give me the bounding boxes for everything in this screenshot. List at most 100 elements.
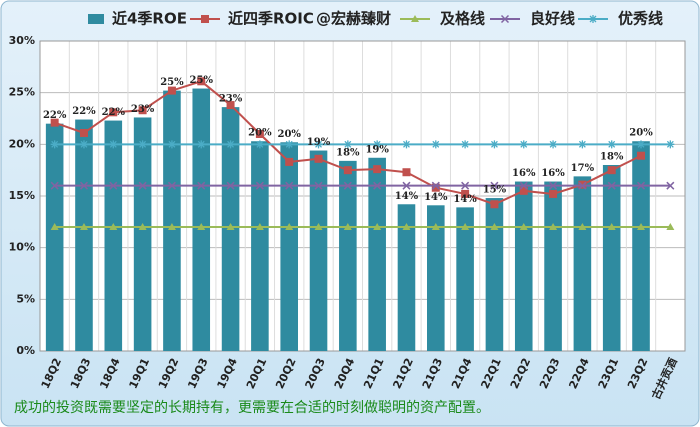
value-label: 20% <box>248 128 272 139</box>
value-label: 16% <box>512 168 536 179</box>
point-marker <box>255 181 264 190</box>
legend-marker <box>589 15 597 23</box>
value-label: 18% <box>336 147 360 158</box>
value-label: 18% <box>600 152 624 163</box>
bar <box>485 198 504 351</box>
point-marker <box>255 130 264 138</box>
point-marker <box>402 140 411 149</box>
point-marker <box>666 181 675 190</box>
bar <box>544 181 562 351</box>
value-label: 14% <box>424 192 448 203</box>
value-label: 22% <box>43 110 67 121</box>
point-marker <box>109 181 118 190</box>
y-tick-label: 15% <box>9 189 35 202</box>
point-marker <box>461 181 470 190</box>
point-marker <box>109 108 118 117</box>
point-marker <box>549 223 558 230</box>
point-marker <box>490 223 499 230</box>
point-marker <box>461 223 470 230</box>
watermark: @宏赫臻财 <box>316 10 391 28</box>
value-label: 25% <box>160 77 184 88</box>
plot-border <box>39 40 686 352</box>
point-marker <box>373 140 382 149</box>
point-marker <box>549 140 558 149</box>
point-marker <box>607 181 616 190</box>
point-marker <box>79 128 88 137</box>
point-marker <box>343 181 352 190</box>
value-label: 20% <box>629 128 653 139</box>
point-marker <box>461 140 470 149</box>
point-marker <box>578 140 587 149</box>
point-marker <box>461 189 470 198</box>
point-marker <box>197 223 206 230</box>
point-marker <box>50 181 59 190</box>
point-marker <box>314 181 323 190</box>
y-tick-label: 30% <box>9 34 35 47</box>
point-marker <box>373 181 382 190</box>
point-marker <box>167 223 176 230</box>
point-marker <box>666 223 675 230</box>
y-tick-label: 25% <box>9 86 35 99</box>
point-marker <box>138 223 147 230</box>
bar <box>75 119 93 352</box>
bar <box>251 141 269 351</box>
value-label: 16% <box>541 168 565 179</box>
point-marker <box>79 181 89 190</box>
legend-label: 近4季ROE <box>112 10 187 28</box>
point-marker <box>490 181 499 190</box>
y-tick-label: 5% <box>16 292 35 305</box>
point-marker <box>138 140 147 149</box>
point-marker <box>373 165 382 174</box>
legend-label: 优秀线 <box>618 10 663 28</box>
point-marker <box>167 140 176 149</box>
bar <box>573 176 592 351</box>
point-marker <box>343 140 352 149</box>
legend-marker <box>201 15 209 23</box>
bar <box>397 204 416 351</box>
y-tick-label: 20% <box>9 137 35 150</box>
point-marker <box>519 181 528 190</box>
point-marker <box>343 223 352 230</box>
point-marker <box>197 77 206 86</box>
point-marker <box>255 223 264 230</box>
value-label: 22% <box>102 107 126 118</box>
point-marker <box>285 140 294 149</box>
bar <box>456 207 474 351</box>
bar <box>514 181 533 351</box>
y-tick-label: 0% <box>16 344 35 357</box>
bar <box>104 120 123 351</box>
point-marker <box>226 101 235 110</box>
point-marker <box>519 140 528 149</box>
point-marker <box>50 140 59 149</box>
bar <box>632 141 650 351</box>
point-marker <box>373 223 382 230</box>
point-marker <box>431 140 440 149</box>
point-marker <box>637 223 646 230</box>
value-label: 14% <box>453 194 477 205</box>
point-marker <box>138 181 147 190</box>
bar <box>192 88 211 352</box>
value-label: 25% <box>190 75 214 86</box>
point-marker <box>138 106 147 115</box>
point-marker <box>637 151 646 160</box>
legend-marker <box>500 14 510 24</box>
y-tick-label: 10% <box>9 241 35 254</box>
legend-marker <box>411 15 419 22</box>
point-marker <box>167 181 176 190</box>
point-marker <box>431 181 440 190</box>
point-marker <box>666 140 675 149</box>
value-label: 14% <box>395 191 419 202</box>
value-label: 20% <box>277 129 301 140</box>
value-label: 22% <box>72 106 96 117</box>
point-marker <box>402 168 411 177</box>
point-marker <box>519 186 528 195</box>
point-marker <box>167 86 176 95</box>
point-marker <box>402 223 411 230</box>
point-marker <box>578 223 587 230</box>
point-marker <box>549 189 558 198</box>
point-marker <box>578 181 587 190</box>
point-marker <box>490 200 499 209</box>
bar <box>602 165 621 351</box>
